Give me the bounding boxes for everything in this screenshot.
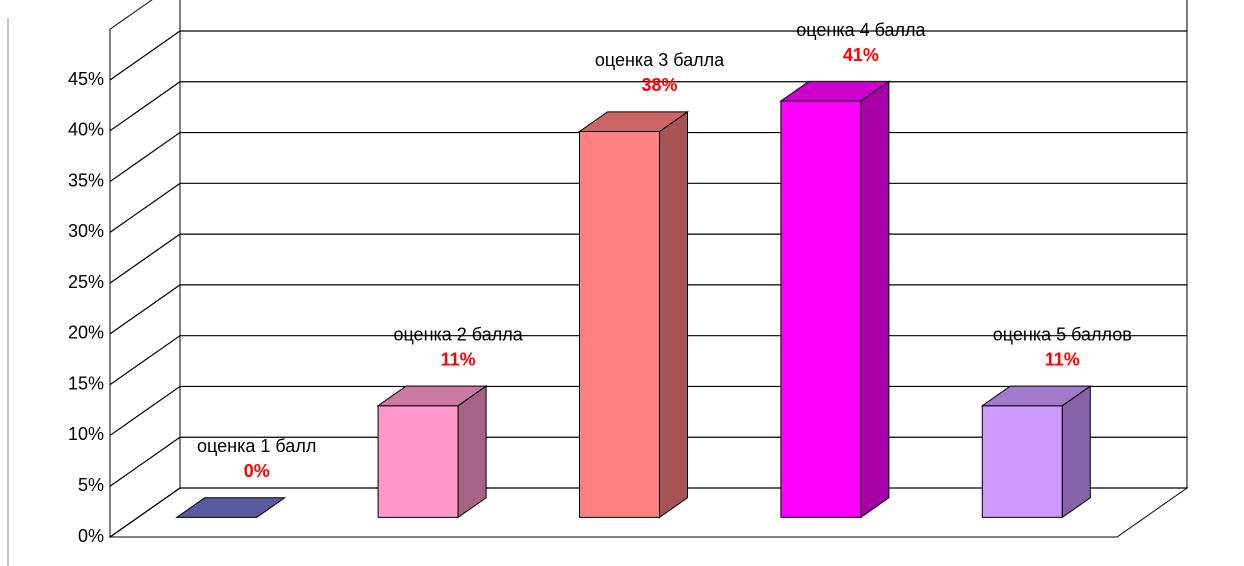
y-tick-label: 5% <box>78 475 104 495</box>
bar <box>175 497 287 518</box>
category-label: оценка 1 балл <box>197 436 316 456</box>
bar-front <box>981 405 1063 518</box>
y-tick-label: 35% <box>68 170 104 190</box>
value-label: 0% <box>244 461 270 481</box>
value-label: 38% <box>641 75 677 95</box>
value-label: 41% <box>843 45 879 65</box>
grid-line <box>109 30 1187 81</box>
y-tick-label: 10% <box>68 424 104 444</box>
bar <box>779 80 891 519</box>
bar-top <box>779 80 891 102</box>
y-tick-label: 0% <box>78 526 104 546</box>
bar <box>376 385 488 519</box>
bar-side <box>659 110 688 519</box>
y-tick-label: 45% <box>68 69 104 89</box>
y-tick-label: 15% <box>68 373 104 393</box>
bar-side <box>1061 385 1091 519</box>
y-tick-label: 30% <box>68 221 104 241</box>
bar-top <box>577 111 690 132</box>
y-tick-label: 20% <box>68 323 104 343</box>
bar-side <box>860 80 890 519</box>
value-label: 11% <box>441 349 476 369</box>
category-label: оценка 4 балла <box>796 20 926 40</box>
y-tick-label: 40% <box>68 120 104 140</box>
bar-top <box>980 385 1092 407</box>
category-label: оценка 5 баллов <box>993 324 1132 344</box>
bar-front <box>780 100 862 518</box>
bar-top <box>175 497 287 518</box>
bar-front <box>377 405 459 518</box>
bar <box>980 385 1092 519</box>
y-tick-label: 25% <box>68 272 104 292</box>
value-label: 11% <box>1045 349 1080 369</box>
bar-front <box>579 130 660 518</box>
bar-top <box>376 385 488 407</box>
side-wall <box>109 0 181 538</box>
category-label: оценка 2 балла <box>393 324 523 344</box>
bar <box>577 110 690 519</box>
bar-side <box>457 385 487 519</box>
category-label: оценка 3 балла <box>595 50 725 70</box>
